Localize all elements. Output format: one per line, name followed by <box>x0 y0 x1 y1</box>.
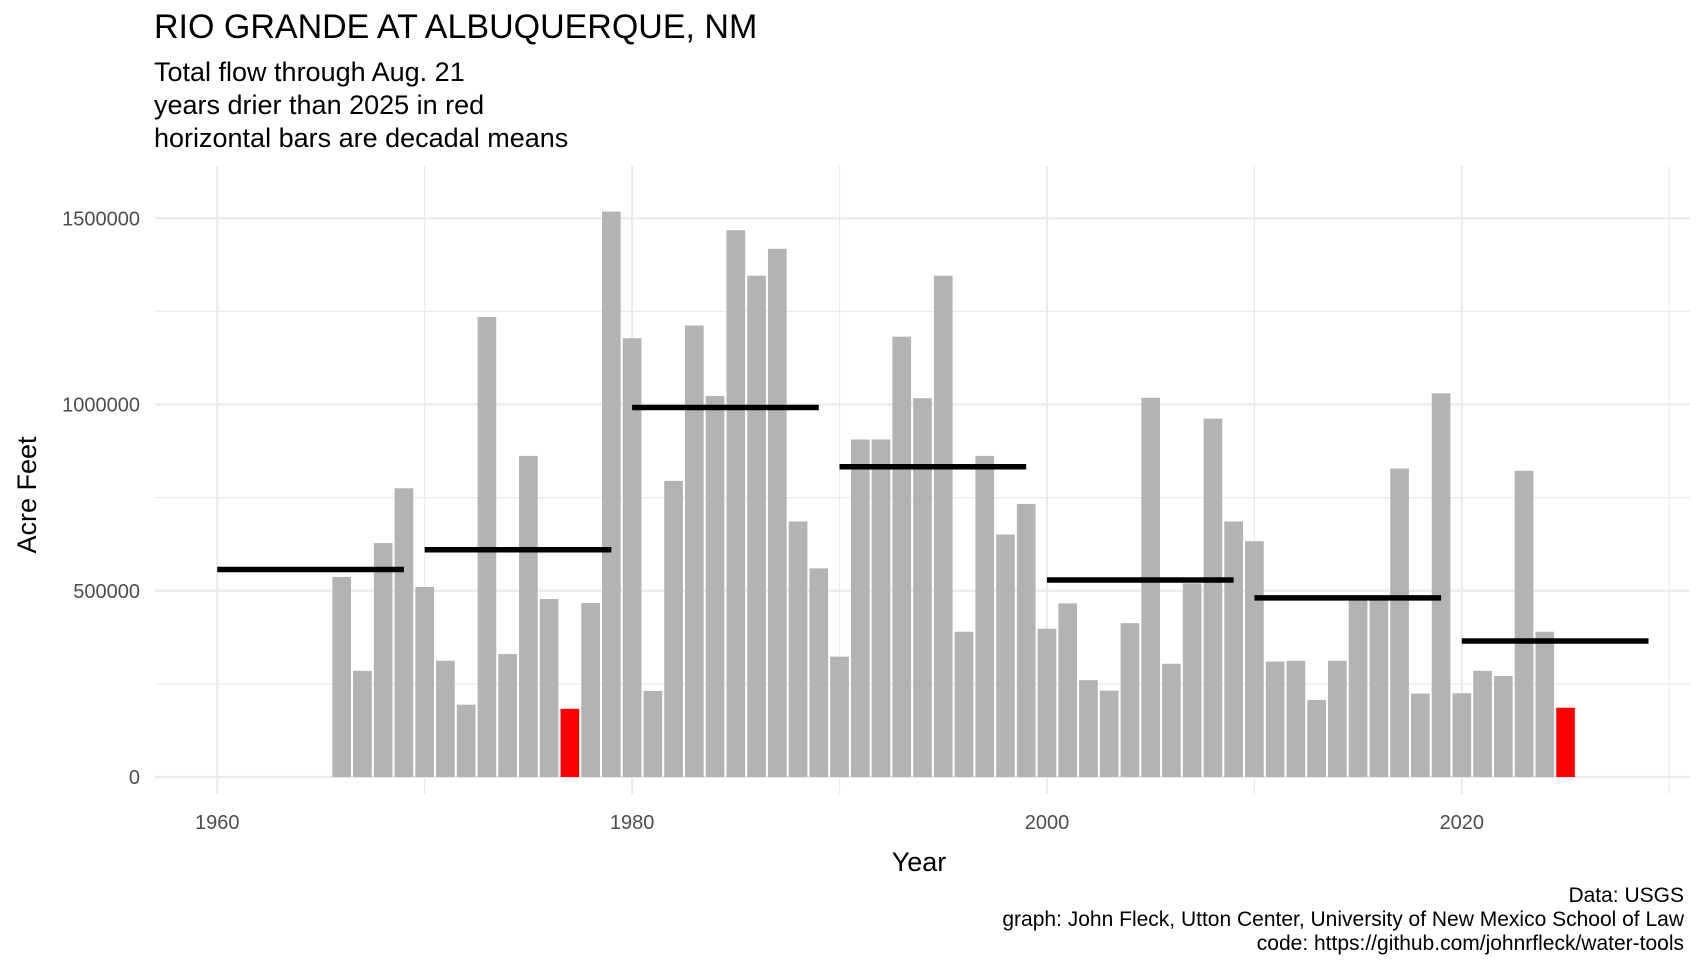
bar <box>1203 418 1223 777</box>
bar <box>456 704 476 777</box>
x-tick-label: 1980 <box>610 812 655 834</box>
x-tick-label: 2000 <box>1025 812 1070 834</box>
bar <box>747 275 766 777</box>
chart-subtitle: Total flow through Aug. 21 years drier t… <box>154 56 568 155</box>
bar <box>1099 690 1119 777</box>
y-tick-label: 0 <box>129 767 140 789</box>
bar <box>1162 663 1181 777</box>
bar <box>1328 660 1347 777</box>
bar <box>415 587 434 777</box>
bar <box>1245 541 1264 777</box>
bar <box>1058 603 1078 777</box>
bar <box>850 439 870 777</box>
bar <box>1493 676 1513 777</box>
bar <box>1431 393 1451 777</box>
bar-highlight <box>1556 707 1575 777</box>
bar <box>373 543 393 777</box>
bar <box>1473 670 1492 777</box>
y-axis-title: Acre Feet <box>12 436 42 554</box>
bar <box>767 248 787 778</box>
caption-line: code: https://github.com/johnrfleck/wate… <box>1256 932 1684 955</box>
bar <box>1141 397 1161 777</box>
bar <box>539 598 559 777</box>
bar <box>519 455 538 777</box>
chart-caption: Data: USGS graph: John Fleck, Utton Cent… <box>1002 884 1684 956</box>
bar <box>664 480 683 777</box>
y-tick-label: 500000 <box>73 581 140 603</box>
bar <box>954 631 974 777</box>
bar <box>871 439 891 777</box>
subtitle-line: Total flow through Aug. 21 <box>154 57 465 87</box>
bar <box>726 230 746 778</box>
bar <box>684 325 704 777</box>
y-tick-label: 1000000 <box>62 395 140 417</box>
bar <box>1120 623 1140 777</box>
bar <box>622 338 642 777</box>
subtitle-line: years drier than 2025 in red <box>154 90 485 120</box>
bar <box>1286 660 1306 777</box>
bar <box>892 336 912 777</box>
bar <box>1265 661 1285 777</box>
bar <box>913 398 932 777</box>
bar <box>1452 693 1472 777</box>
bar <box>332 576 352 777</box>
bar <box>581 603 600 777</box>
caption-line: Data: USGS <box>1568 884 1684 907</box>
bar <box>933 275 953 777</box>
subtitle-line: horizontal bars are decadal means <box>154 123 569 153</box>
bar <box>1182 583 1202 777</box>
bar <box>1514 470 1534 777</box>
x-tick-label: 1960 <box>195 812 240 834</box>
caption-line: graph: John Fleck, Utton Center, Univers… <box>1002 908 1684 931</box>
bar <box>1037 628 1057 777</box>
bar <box>996 534 1015 777</box>
bar <box>1390 468 1409 777</box>
bar <box>1079 680 1098 777</box>
bar <box>477 316 497 777</box>
y-axis-ticks: 0 500000 1000000 1500000 <box>62 208 140 789</box>
bars-group <box>332 211 1575 778</box>
decadal-means-group <box>217 404 1649 644</box>
bar <box>809 568 829 777</box>
bar <box>1535 631 1555 777</box>
bar <box>394 488 414 777</box>
bar <box>1411 693 1430 777</box>
bar <box>1016 503 1036 777</box>
x-tick-label: 2020 <box>1440 812 1485 834</box>
bar <box>498 654 517 777</box>
x-axis-title: Year <box>892 847 947 877</box>
bar <box>602 211 621 778</box>
bar <box>1307 699 1326 777</box>
chart-title: RIO GRANDE AT ALBUQUERQUE, NM <box>154 8 758 46</box>
bar <box>643 690 663 777</box>
bar <box>1224 521 1243 777</box>
bar <box>1348 599 1368 777</box>
x-axis-ticks: 1960 1980 2000 2020 <box>195 812 1484 834</box>
bar <box>705 395 725 777</box>
y-tick-label: 1500000 <box>62 208 140 230</box>
bar-chart: 0 500000 1000000 1500000 1960 1980 2000 2020 Y… <box>12 166 1690 877</box>
bar <box>436 660 455 777</box>
bar <box>1369 599 1389 777</box>
bar-highlight <box>560 708 580 777</box>
bar <box>353 670 372 777</box>
bar <box>830 656 849 777</box>
bar <box>975 455 995 777</box>
bar <box>788 521 808 777</box>
